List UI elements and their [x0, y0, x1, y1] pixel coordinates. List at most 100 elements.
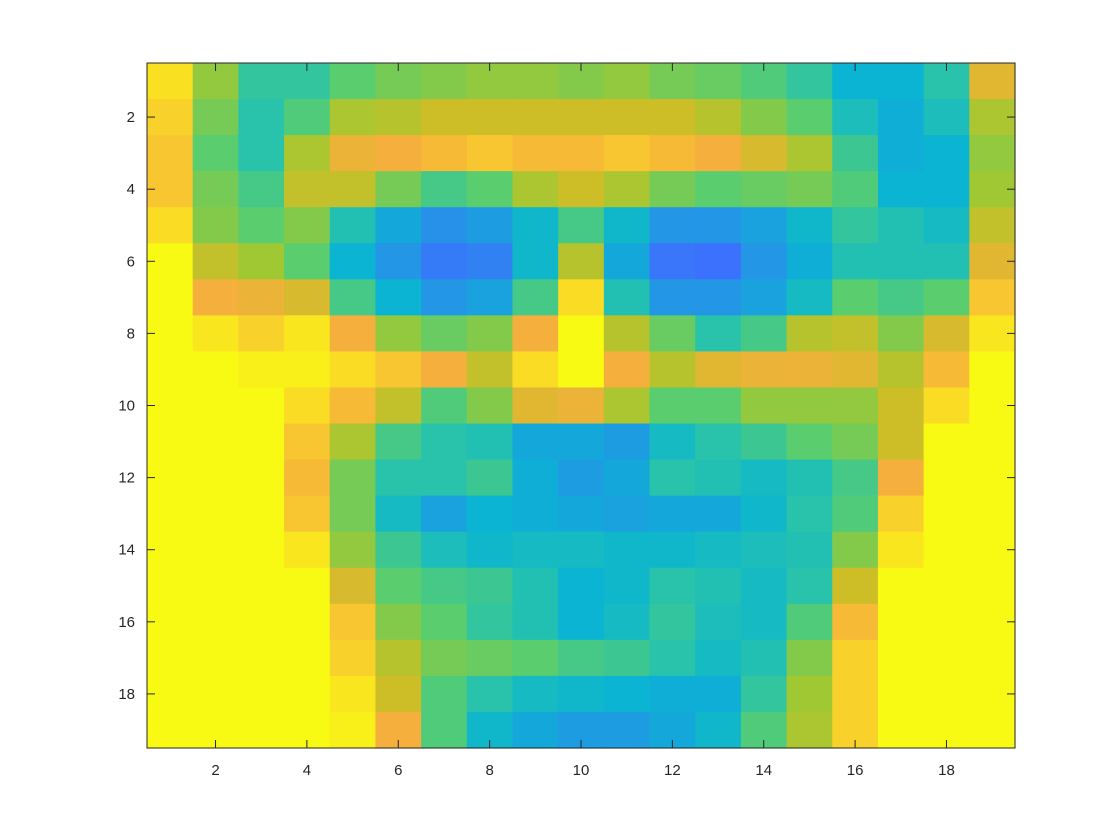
heatmap-cell [329, 63, 377, 100]
heatmap-cell [375, 135, 422, 172]
heatmap-cell [329, 279, 377, 316]
heatmap-cell [375, 243, 422, 280]
heatmap-cell [695, 531, 742, 569]
heatmap-cell [512, 567, 559, 605]
heatmap-cell [923, 531, 970, 569]
heatmap-cell [238, 567, 285, 605]
heatmap-cell [466, 459, 514, 497]
heatmap-cell [695, 63, 742, 100]
heatmap-cell [238, 171, 285, 208]
y-tick-label: 4 [127, 181, 135, 198]
heatmap-cell [192, 279, 239, 316]
heatmap-cell [832, 675, 879, 713]
heatmap-cell [695, 567, 742, 605]
heatmap-cell [192, 243, 239, 280]
heatmap-cell [284, 279, 331, 316]
heatmap-cell [147, 135, 194, 172]
heatmap-cell [649, 99, 696, 136]
x-tick-label: 4 [303, 762, 311, 779]
heatmap-cell [329, 243, 377, 280]
x-tick-label: 10 [573, 762, 590, 779]
heatmap-cell [192, 495, 239, 533]
heatmap-cell [375, 351, 422, 389]
heatmap-cell [603, 171, 651, 208]
heatmap-cell [969, 63, 1016, 100]
heatmap-cell [603, 351, 651, 389]
heatmap-cell [558, 351, 605, 389]
heatmap-cell [740, 675, 788, 713]
heatmap-cell [877, 63, 925, 100]
heatmap-cell [512, 387, 559, 425]
heatmap-cell [832, 315, 879, 353]
heatmap-cell [284, 135, 331, 172]
heatmap-cell [740, 495, 788, 533]
heatmap-cell [923, 207, 970, 244]
heatmap-cell [923, 279, 970, 316]
heatmap-cell [375, 603, 422, 641]
heatmap-cell [969, 639, 1016, 677]
heatmap-cell [329, 711, 377, 749]
heatmap-cell [695, 135, 742, 172]
heatmap-cell [512, 495, 559, 533]
x-tick-label: 16 [847, 762, 864, 779]
heatmap-cell [695, 675, 742, 713]
heatmap-cell [649, 207, 696, 244]
heatmap-cell [740, 459, 788, 497]
heatmap-cell [375, 207, 422, 244]
heatmap-cell [558, 207, 605, 244]
heatmap-cell [512, 711, 559, 749]
heatmap-cell [603, 639, 651, 677]
heatmap-cell [466, 495, 514, 533]
heatmap-cell [421, 351, 468, 389]
heatmap-cell [603, 495, 651, 533]
heatmap-cell [238, 279, 285, 316]
heatmap-cell [695, 711, 742, 749]
heatmap-cell [466, 315, 514, 353]
heatmap-cell [375, 495, 422, 533]
heatmap-cell [512, 423, 559, 461]
heatmap-cell [147, 351, 194, 389]
x-tick-label: 18 [938, 762, 955, 779]
heatmap-cell [786, 639, 833, 677]
heatmap-cell [466, 603, 514, 641]
heatmap-cell [512, 459, 559, 497]
heatmap-cell [238, 243, 285, 280]
heatmap-cell [649, 495, 696, 533]
heatmap-cell [832, 207, 879, 244]
heatmap-cell [421, 387, 468, 425]
heatmap-cell [421, 567, 468, 605]
heatmap-cell [147, 423, 194, 461]
heatmap-cell [192, 567, 239, 605]
heatmap-cell [558, 603, 605, 641]
heatmap-cell [786, 423, 833, 461]
heatmap-cell [877, 423, 925, 461]
heatmap-cell [603, 99, 651, 136]
heatmap-cell [512, 639, 559, 677]
heatmap-cell [192, 675, 239, 713]
heatmap-cell [238, 99, 285, 136]
heatmap-cell [238, 459, 285, 497]
heatmap-cell [923, 171, 970, 208]
heatmap-cell [558, 675, 605, 713]
heatmap-cell [649, 603, 696, 641]
heatmap-cell [877, 387, 925, 425]
heatmap-cell [740, 423, 788, 461]
heatmap-cell [603, 567, 651, 605]
heatmap-cell [238, 603, 285, 641]
heatmap-cell [466, 675, 514, 713]
heatmap-cell [877, 603, 925, 641]
heatmap-cell [877, 639, 925, 677]
heatmap-cell [512, 675, 559, 713]
heatmap-cell [238, 387, 285, 425]
heatmap-cell [329, 495, 377, 533]
heatmap-cell [329, 135, 377, 172]
heatmap-cell [284, 639, 331, 677]
heatmap-cell [192, 171, 239, 208]
heatmap-cell [329, 387, 377, 425]
heatmap-cell [649, 243, 696, 280]
y-tick-label: 8 [127, 325, 135, 342]
heatmap-cell [421, 315, 468, 353]
heatmap-cell [512, 63, 559, 100]
heatmap-cell [969, 135, 1016, 172]
heatmap-cell [832, 243, 879, 280]
